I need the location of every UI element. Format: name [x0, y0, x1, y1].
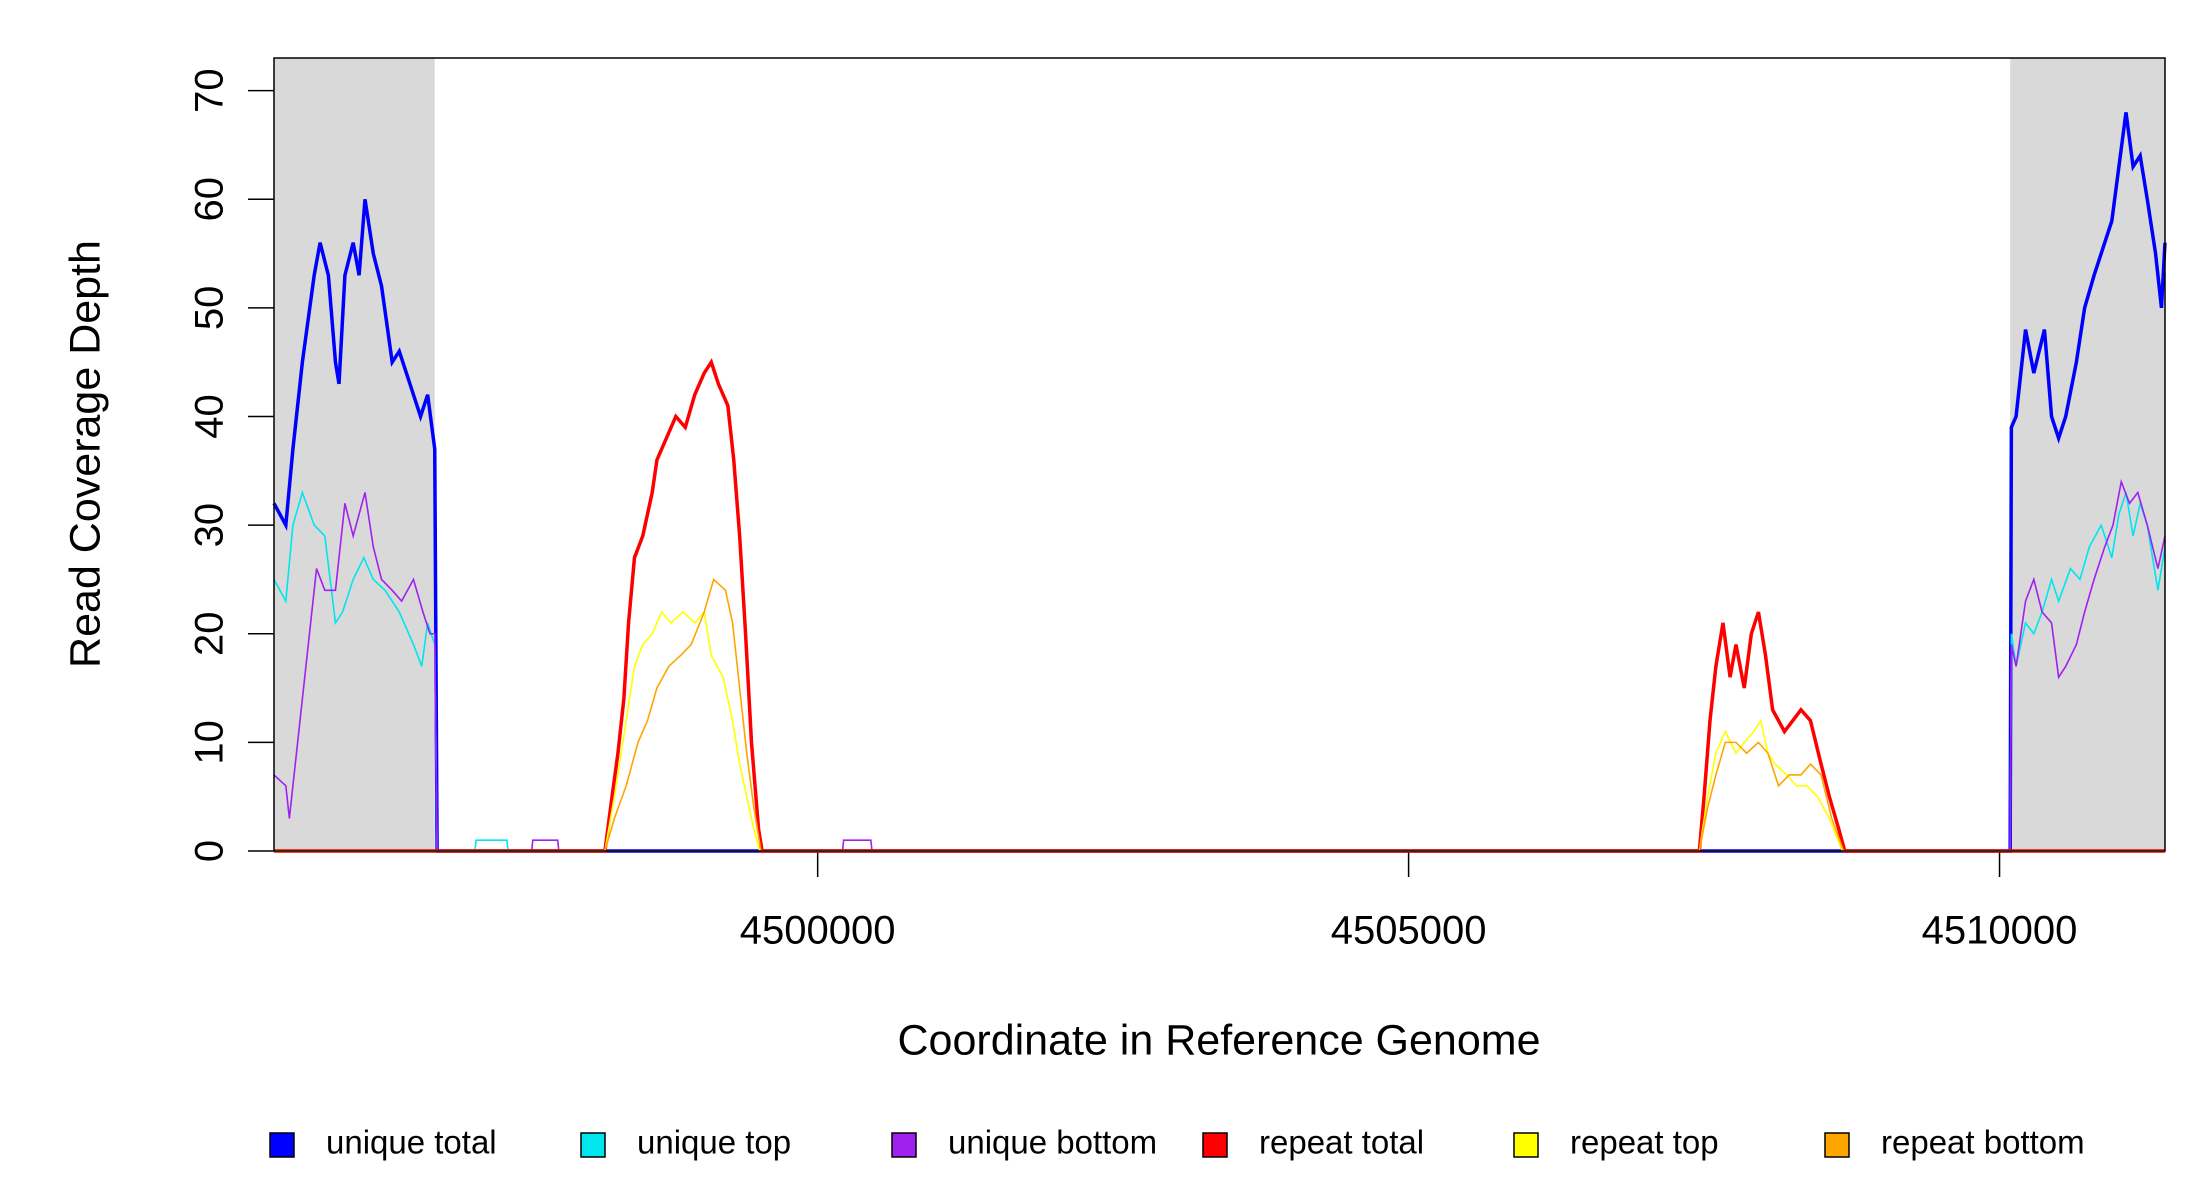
- series-line: [273, 489, 2166, 852]
- series-line: [274, 610, 2165, 852]
- series-line: [274, 577, 2165, 852]
- legend-item: repeat total: [1202, 1124, 1424, 1161]
- legend-label: repeat total: [1259, 1124, 1424, 1161]
- legend-label: unique total: [326, 1124, 497, 1161]
- y-tick-label: 10: [188, 720, 232, 765]
- legend-item: unique bottom: [891, 1124, 1157, 1161]
- legend-item: repeat top: [1513, 1124, 1719, 1161]
- series-line: [272, 112, 2167, 853]
- y-tick-label: 60: [188, 177, 232, 222]
- y-tick-label: 20: [188, 611, 232, 656]
- y-tick-label: 0: [188, 840, 232, 862]
- y-axis-label: Read Coverage Depth: [61, 240, 109, 668]
- x-axis-label: Coordinate in Reference Genome: [898, 1016, 1541, 1064]
- y-tick-label: 40: [188, 394, 232, 439]
- shaded-region: [2010, 58, 2165, 851]
- legend-swatch: [1202, 1132, 1228, 1158]
- legend-swatch: [1824, 1132, 1850, 1158]
- plot-frame: [273, 57, 2166, 852]
- y-tick-label: 50: [188, 286, 232, 331]
- x-tick-label: 4500000: [740, 909, 896, 953]
- legend-label: unique bottom: [948, 1124, 1157, 1161]
- legend-swatch: [269, 1132, 295, 1158]
- legend-swatch: [580, 1132, 606, 1158]
- series-line: [273, 478, 2166, 852]
- legend-label: repeat bottom: [1881, 1124, 2085, 1161]
- series-line: [274, 358, 2165, 853]
- legend-swatch: [1513, 1132, 1539, 1158]
- legend-item: repeat bottom: [1824, 1124, 2085, 1161]
- legend-label: unique top: [637, 1124, 791, 1161]
- legend-item: unique top: [580, 1124, 791, 1161]
- y-tick-label: 70: [188, 68, 232, 113]
- legend-label: repeat top: [1570, 1124, 1719, 1161]
- legend-swatch: [891, 1132, 917, 1158]
- x-tick-label: 4505000: [1331, 909, 1487, 953]
- y-tick-label: 30: [188, 503, 232, 548]
- legend-item: unique total: [269, 1124, 497, 1161]
- x-tick-label: 4510000: [1922, 909, 2078, 953]
